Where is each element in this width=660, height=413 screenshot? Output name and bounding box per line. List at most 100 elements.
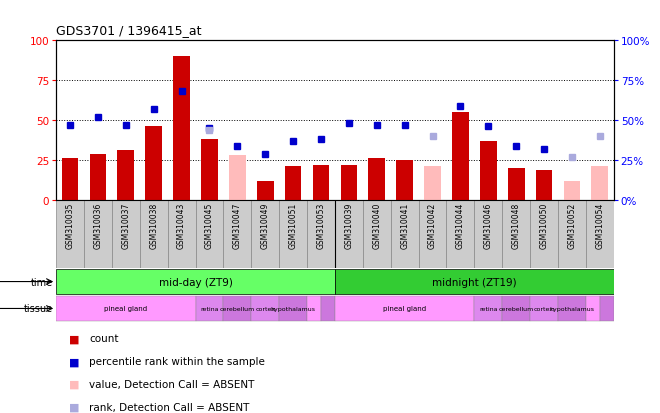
Bar — [480, 142, 497, 200]
Text: GSM310051: GSM310051 — [288, 202, 298, 249]
Text: GSM310036: GSM310036 — [94, 202, 102, 249]
Text: GDS3701 / 1396415_at: GDS3701 / 1396415_at — [56, 24, 201, 37]
Bar — [168, 200, 195, 268]
Text: pineal gland: pineal gland — [104, 306, 147, 312]
Bar — [586, 200, 614, 268]
Bar — [502, 296, 530, 322]
Bar — [530, 200, 558, 268]
Bar — [321, 296, 335, 322]
Bar — [558, 296, 586, 322]
Text: GSM310044: GSM310044 — [456, 202, 465, 249]
Text: GSM310049: GSM310049 — [261, 202, 270, 249]
Text: GSM310053: GSM310053 — [317, 202, 325, 249]
Bar — [418, 200, 446, 268]
Text: GSM310046: GSM310046 — [484, 202, 493, 249]
Text: GSM310045: GSM310045 — [205, 202, 214, 249]
Text: tissue: tissue — [24, 304, 53, 314]
Bar — [56, 296, 195, 322]
Bar — [424, 167, 441, 200]
Text: ■: ■ — [69, 402, 80, 412]
Bar — [335, 296, 475, 322]
Bar — [536, 170, 552, 200]
Text: hypothalamus: hypothalamus — [550, 306, 595, 311]
Bar — [502, 200, 530, 268]
Text: GSM310050: GSM310050 — [540, 202, 548, 249]
Bar — [201, 140, 218, 200]
Text: cerebellum: cerebellum — [498, 306, 534, 311]
Bar — [223, 296, 251, 322]
Text: GSM310040: GSM310040 — [372, 202, 381, 249]
Text: GSM310048: GSM310048 — [512, 202, 521, 249]
Text: GSM310035: GSM310035 — [65, 202, 75, 249]
Bar — [112, 200, 140, 268]
Bar — [586, 296, 600, 322]
Bar — [90, 154, 106, 200]
Bar — [195, 296, 223, 322]
Text: rank, Detection Call = ABSENT: rank, Detection Call = ABSENT — [89, 402, 249, 412]
Text: GSM310054: GSM310054 — [595, 202, 605, 249]
Bar — [251, 200, 279, 268]
Text: value, Detection Call = ABSENT: value, Detection Call = ABSENT — [89, 379, 255, 389]
Bar — [558, 200, 586, 268]
Text: hypothalamus: hypothalamus — [271, 306, 315, 311]
Bar — [279, 296, 307, 322]
Bar — [229, 161, 246, 200]
Bar — [84, 200, 112, 268]
Text: count: count — [89, 334, 119, 344]
Text: time: time — [30, 277, 53, 287]
Bar — [61, 159, 79, 200]
Bar — [452, 113, 469, 200]
Bar — [508, 169, 525, 200]
Bar — [396, 161, 413, 200]
Bar — [391, 200, 418, 268]
Text: mid-day (ZT9): mid-day (ZT9) — [158, 277, 232, 287]
Bar — [173, 57, 190, 200]
Bar — [195, 200, 223, 268]
Text: ■: ■ — [69, 356, 80, 366]
Bar — [307, 200, 335, 268]
Bar — [140, 200, 168, 268]
Bar — [229, 156, 246, 200]
Text: ■: ■ — [69, 334, 80, 344]
Bar — [363, 200, 391, 268]
Bar — [335, 270, 614, 294]
Bar — [475, 200, 502, 268]
Bar — [313, 165, 329, 200]
Bar — [307, 296, 321, 322]
Text: GSM310039: GSM310039 — [345, 202, 353, 249]
Bar — [145, 127, 162, 200]
Text: midnight (ZT19): midnight (ZT19) — [432, 277, 517, 287]
Bar — [223, 200, 251, 268]
Bar — [600, 296, 614, 322]
Text: GSM310038: GSM310038 — [149, 202, 158, 249]
Bar — [475, 296, 502, 322]
Text: cortex: cortex — [255, 306, 275, 311]
Text: GSM310037: GSM310037 — [121, 202, 130, 249]
Text: cortex: cortex — [534, 306, 554, 311]
Text: GSM310052: GSM310052 — [568, 202, 576, 249]
Bar — [341, 165, 357, 200]
Bar — [279, 200, 307, 268]
Text: ■: ■ — [69, 379, 80, 389]
Text: cerebellum: cerebellum — [220, 306, 255, 311]
Text: GSM310043: GSM310043 — [177, 202, 186, 249]
Bar — [117, 151, 134, 200]
Bar — [530, 296, 558, 322]
Bar — [284, 167, 302, 200]
Text: GSM310041: GSM310041 — [400, 202, 409, 249]
Text: pineal gland: pineal gland — [383, 306, 426, 312]
Text: GSM310042: GSM310042 — [428, 202, 437, 249]
Text: percentile rank within the sample: percentile rank within the sample — [89, 356, 265, 366]
Bar — [251, 296, 279, 322]
Bar — [446, 200, 475, 268]
Text: GSM310047: GSM310047 — [233, 202, 242, 249]
Bar — [564, 181, 580, 200]
Bar — [591, 167, 609, 200]
Bar — [257, 181, 274, 200]
Bar — [335, 200, 363, 268]
Bar — [56, 200, 84, 268]
Bar — [56, 270, 335, 294]
Bar — [368, 159, 385, 200]
Text: retina: retina — [200, 306, 218, 311]
Text: retina: retina — [479, 306, 498, 311]
